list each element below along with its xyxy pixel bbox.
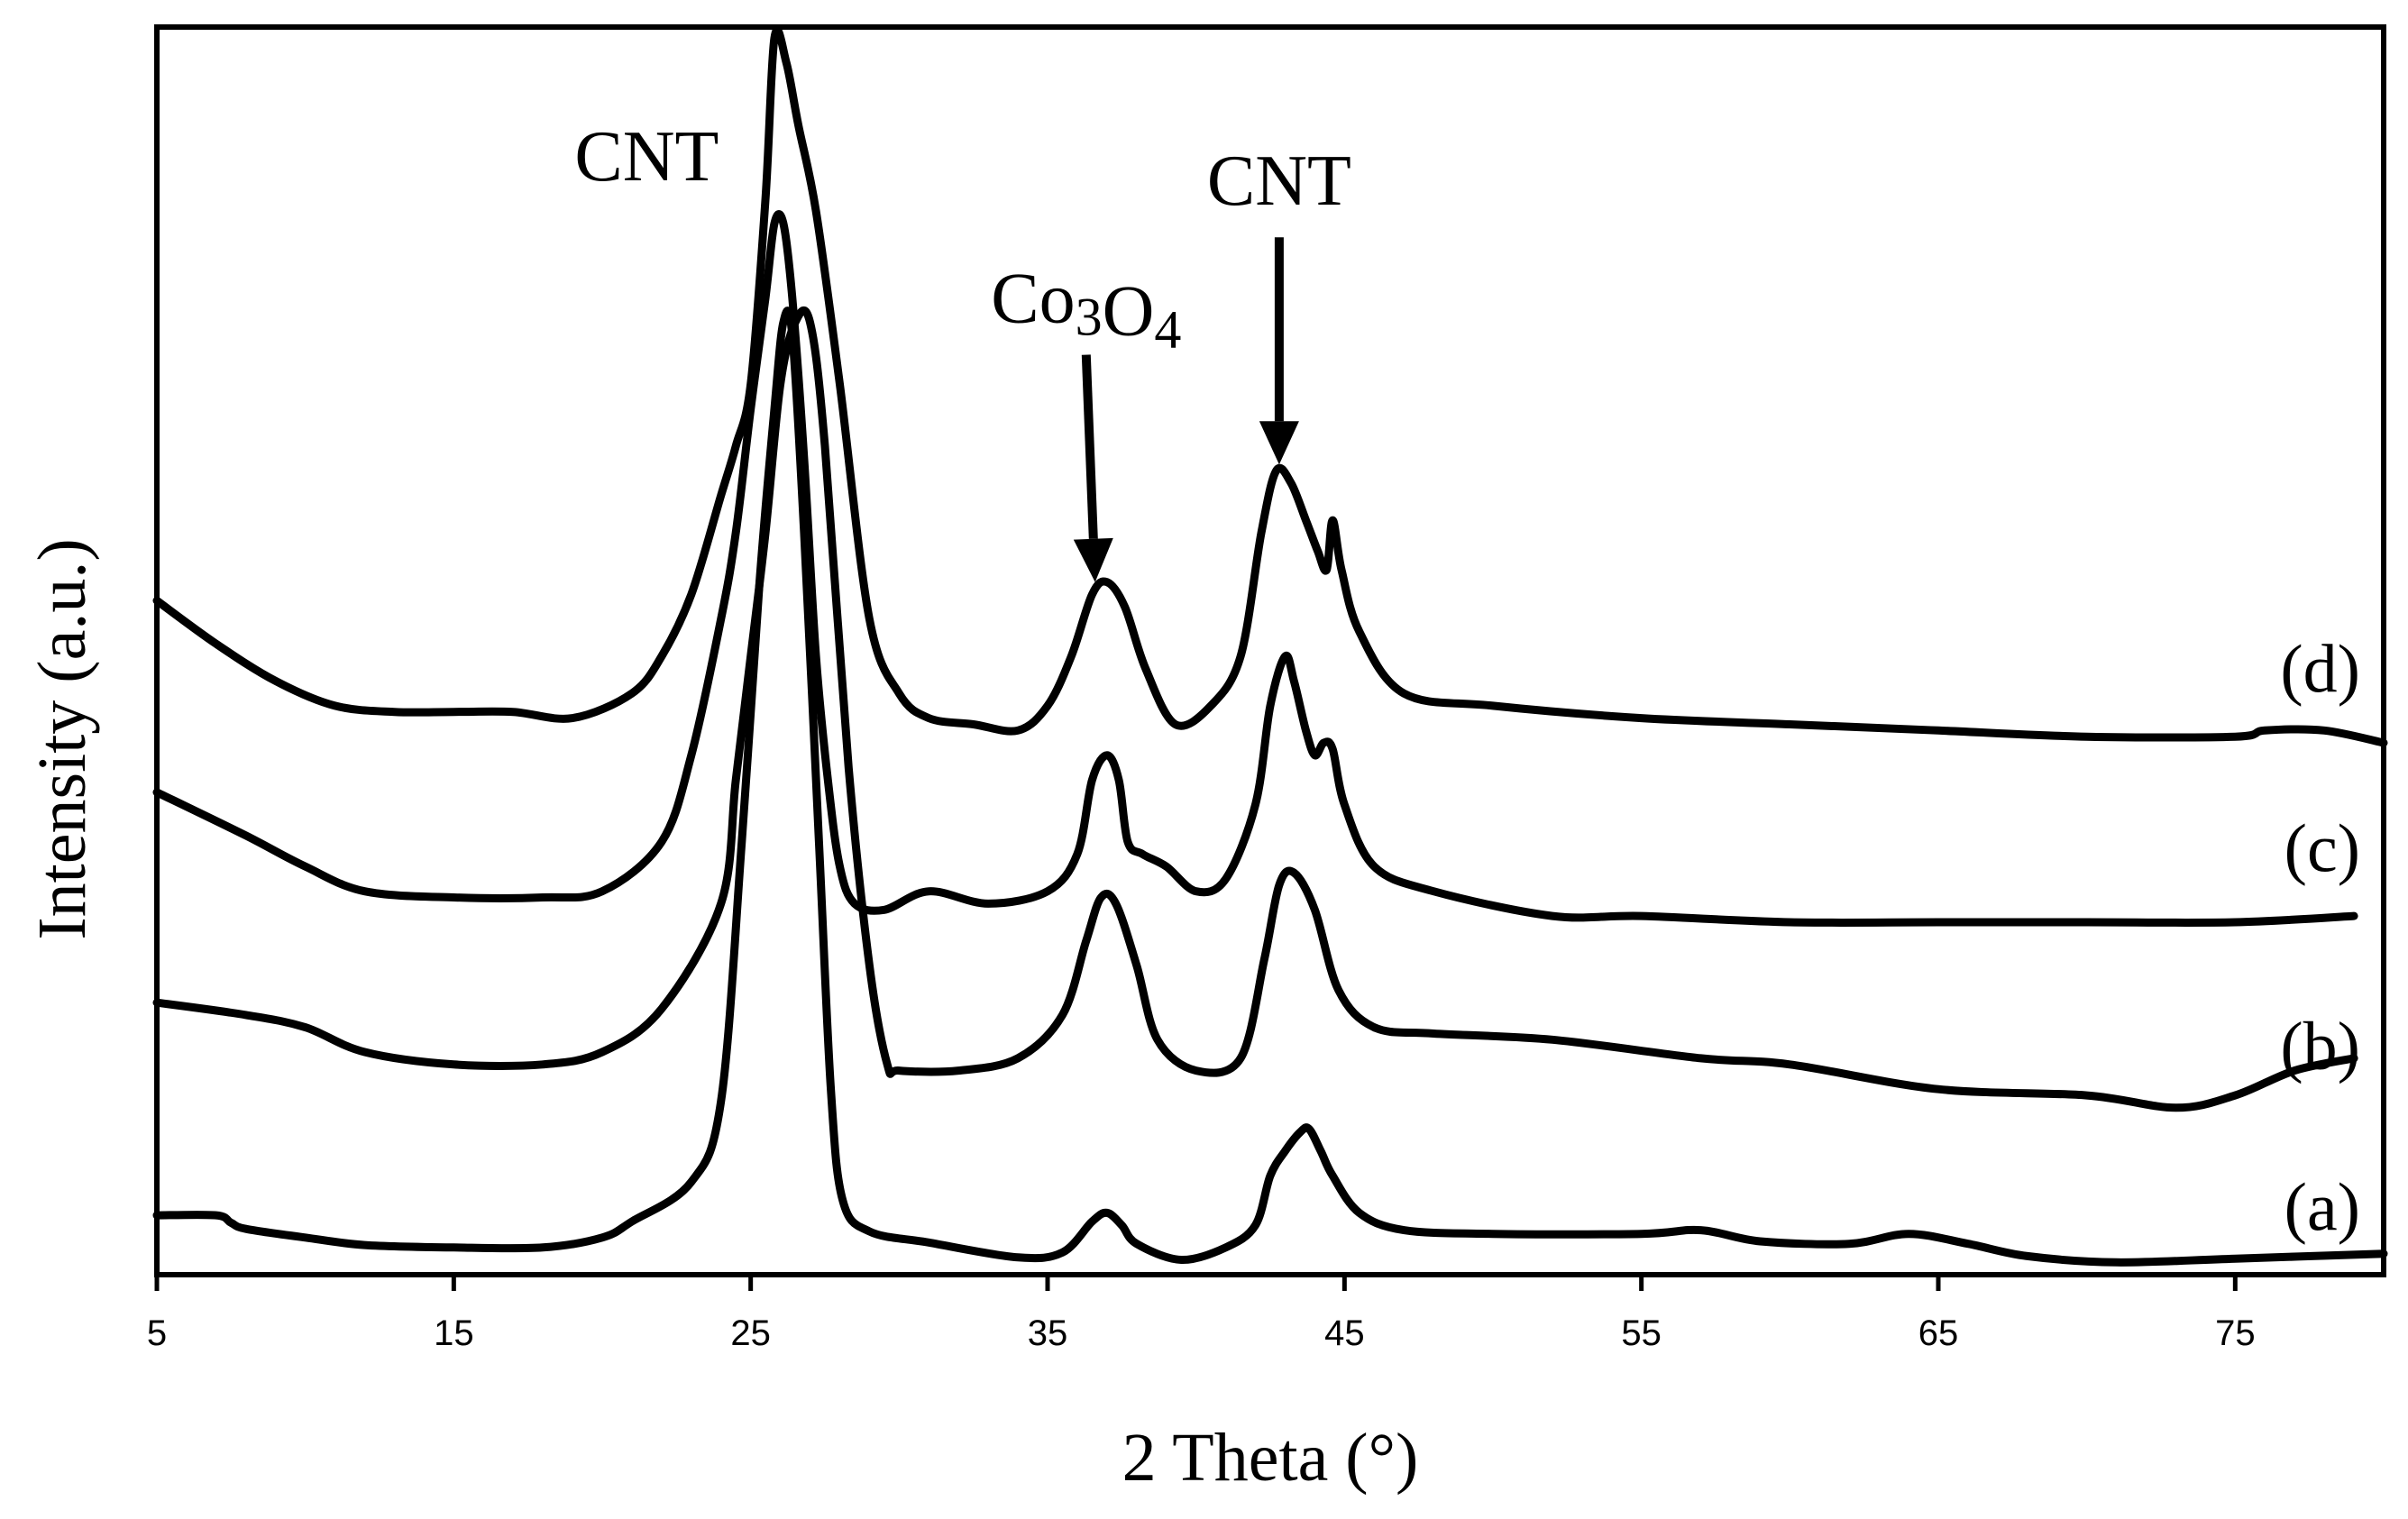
x-tick-label-25: 25 xyxy=(730,1313,771,1353)
series-line-d xyxy=(152,25,2388,747)
annotation-layer: CNT Co3O4 CNT xyxy=(574,117,1351,582)
co3o4-label-arrow-shaft xyxy=(1081,354,1098,539)
x-tick-label-55: 55 xyxy=(1621,1313,1662,1353)
series-label-b: (b) xyxy=(2280,1009,2360,1084)
series-line-c xyxy=(152,210,2358,927)
x-axis-ticks: 5 15 25 35 45 55 65 75 xyxy=(147,1275,2256,1353)
x-tick-label-5: 5 xyxy=(147,1313,167,1353)
series-label-d: (d) xyxy=(2280,632,2360,708)
x-axis-title: 2 Theta (°) xyxy=(1122,1420,1419,1496)
y-axis-title: Intensity (a.u.) xyxy=(24,538,100,939)
x-tick-label-45: 45 xyxy=(1324,1313,1365,1353)
series-layer xyxy=(152,25,2388,1267)
x-tick-label-65: 65 xyxy=(1918,1313,1959,1353)
series-line-b xyxy=(152,307,2358,1112)
cnt-label-main: CNT xyxy=(574,117,719,197)
series-labels: (a) (b) (c) (d) xyxy=(2280,632,2360,1246)
series-line-a xyxy=(152,307,2388,1267)
x-tick-label-35: 35 xyxy=(1028,1313,1068,1353)
x-tick-label-15: 15 xyxy=(434,1313,474,1353)
plot-area-frame xyxy=(154,24,2386,1277)
series-label-c: (c) xyxy=(2284,811,2360,887)
co3o4-label: Co3O4 xyxy=(991,260,1181,360)
series-label-a: (a) xyxy=(2284,1170,2360,1246)
cnt-label-second: CNT xyxy=(1207,142,1351,221)
x-tick-label-75: 75 xyxy=(2215,1313,2256,1353)
co3o4-label-arrow-head xyxy=(1073,537,1113,582)
cnt-label-second-arrow-head xyxy=(1259,421,1299,465)
